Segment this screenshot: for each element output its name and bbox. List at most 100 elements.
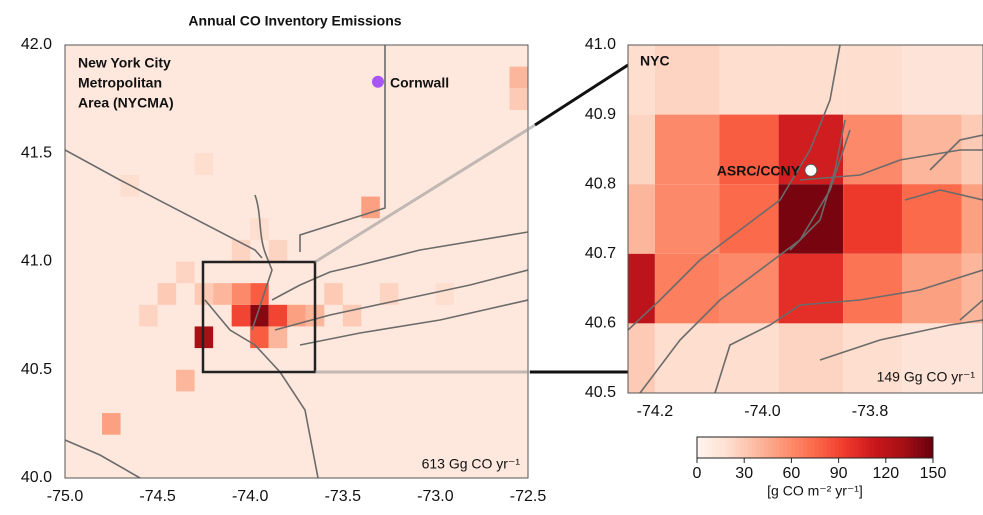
colorbar-step [767, 437, 773, 458]
colorbar-step [901, 437, 906, 458]
colorbar-step [921, 437, 926, 458]
cell [379, 283, 399, 305]
colorbar-step [874, 437, 879, 458]
x-tick-label: -75.0 [47, 488, 84, 505]
x-tick-label: -74.2 [637, 403, 674, 420]
colorbar-step [700, 437, 706, 458]
cell [778, 323, 844, 393]
colorbar-step [759, 437, 765, 458]
colorbar-tick-label: 30 [735, 465, 753, 482]
cell [843, 323, 903, 393]
cell [268, 304, 288, 327]
cell [843, 253, 903, 324]
cell [361, 196, 380, 219]
label-line: Area (NYCMA) [78, 95, 174, 111]
colorbar-frame [696, 436, 934, 459]
colorbar-step [732, 437, 737, 458]
cell [961, 323, 983, 393]
cell [139, 304, 158, 327]
colorbar-step [807, 437, 812, 458]
colorbar-step [799, 437, 804, 458]
colorbar-tick-label: 150 [920, 465, 947, 482]
cell [961, 253, 983, 324]
cell [176, 261, 195, 284]
colorbar-step [893, 437, 899, 458]
title: Annual CO Inventory Emissions [188, 13, 401, 29]
cell [778, 184, 844, 254]
y-tick-label: 40.0 [21, 469, 52, 486]
cell [324, 283, 343, 305]
x-tick-label: -74.5 [139, 488, 176, 505]
cell [176, 369, 195, 392]
colorbar-step [854, 437, 859, 458]
left-coastlines [65, 45, 528, 478]
colorbar-step [756, 437, 761, 458]
cell [342, 304, 362, 327]
total-label: 149 Gg CO yr⁻¹ [877, 369, 976, 385]
cell [509, 88, 528, 110]
colorbar-step [803, 437, 808, 458]
colorbar-step [885, 437, 891, 458]
x-tick-label: -73.8 [852, 403, 889, 420]
cell [902, 184, 962, 254]
cell [628, 323, 655, 393]
colorbar-step [866, 437, 871, 458]
cell [654, 45, 720, 115]
colorbar-step [834, 437, 840, 458]
site-point [804, 163, 818, 177]
colorbar-step [830, 437, 836, 458]
cell [719, 114, 779, 185]
colorbar-step [818, 437, 824, 458]
y-tick-label: 40.5 [21, 361, 52, 378]
colorbar-step [838, 437, 844, 458]
colorbar-step [748, 437, 753, 458]
cell [250, 326, 269, 349]
cell [250, 283, 269, 305]
left-frame [64, 44, 529, 479]
colorbar-tick-label: 90 [830, 465, 848, 482]
cell [719, 323, 779, 393]
cell [231, 304, 251, 327]
cell [628, 184, 655, 254]
colorbar-step [877, 437, 883, 458]
colorbar-step [842, 437, 847, 458]
cell [628, 114, 655, 185]
label-line: Metropolitan [78, 75, 162, 91]
colorbar-step [913, 437, 918, 458]
colorbar-step [858, 437, 863, 458]
cell [902, 45, 962, 115]
cell [102, 413, 121, 435]
colorbar-step [897, 437, 903, 458]
site-point [371, 75, 384, 88]
colorbar-step [752, 437, 757, 458]
y-tick-label: 41.0 [585, 36, 616, 53]
colorbar-step [925, 437, 930, 458]
colorbar-tick-label: 120 [872, 465, 899, 482]
right-frame [627, 44, 983, 394]
cell [654, 114, 720, 185]
cell [213, 283, 232, 305]
colorbar-step [712, 437, 718, 458]
cell [628, 253, 655, 324]
colorbar-step [889, 437, 895, 458]
cell [250, 218, 269, 240]
label-line: New York City [78, 55, 171, 71]
colorbar-step [763, 437, 769, 458]
colorbar-step [850, 437, 855, 458]
cell [157, 283, 177, 305]
connector [314, 123, 536, 264]
cell [961, 184, 983, 254]
colorbar-step [862, 437, 867, 458]
x-tick-label: -74.0 [232, 488, 269, 505]
panel-label: NYC [640, 53, 670, 69]
colorbar-step [917, 437, 922, 458]
colorbar-tick-label: 0 [693, 465, 702, 482]
y-tick-label: 41.5 [21, 144, 52, 161]
cell [719, 184, 779, 254]
colorbar-step [811, 437, 816, 458]
y-tick-label: 40.7 [585, 245, 616, 262]
colorbar-step [775, 437, 781, 458]
site-label: Cornwall [390, 75, 449, 91]
colorbar-step [704, 437, 710, 458]
